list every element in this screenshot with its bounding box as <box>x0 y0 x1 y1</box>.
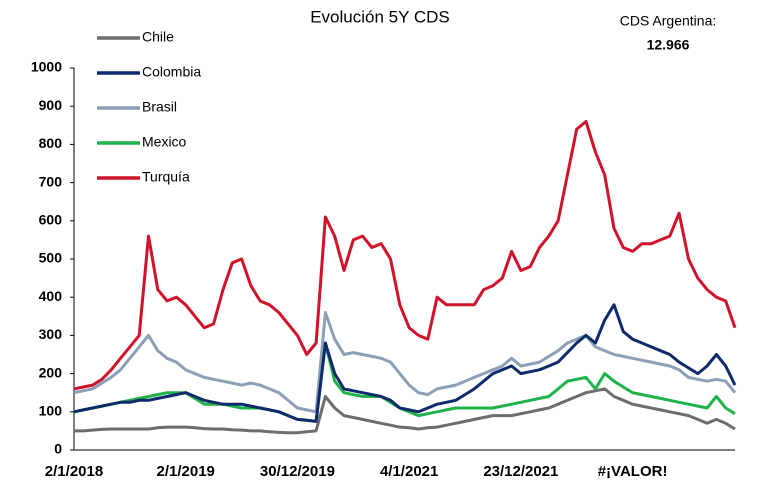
y-tick-label: 900 <box>39 97 63 113</box>
legend-label: Chile <box>142 29 174 45</box>
x-tick-label: 2/1/2018 <box>45 463 103 480</box>
y-tick-label: 300 <box>39 326 63 342</box>
y-tick-label: 200 <box>39 364 63 380</box>
x-tick-label: 30/12/2019 <box>260 463 335 480</box>
legend-label: Mexico <box>142 134 187 150</box>
y-tick-label: 1000 <box>31 59 62 75</box>
y-tick-label: 400 <box>39 288 63 304</box>
x-tick-label: 23/12/2021 <box>483 463 558 480</box>
y-tick-label: 0 <box>54 441 62 457</box>
y-tick-label: 600 <box>39 212 63 228</box>
series-line <box>73 311 737 414</box>
x-tick-label: 4/1/2021 <box>380 463 438 480</box>
x-tick-label: #¡VALOR! <box>598 463 668 480</box>
y-tick-label: 700 <box>39 173 63 189</box>
x-tick-label: 2/1/2019 <box>157 463 215 480</box>
y-tick-label: 800 <box>39 135 63 151</box>
series-line <box>73 120 737 391</box>
legend-label: Turquía <box>142 169 190 185</box>
y-tick-label: 500 <box>39 250 63 266</box>
series-line <box>73 303 737 423</box>
annotation: 12.966 <box>647 37 690 53</box>
y-tick-label: 100 <box>39 403 63 419</box>
series-line <box>74 387 736 435</box>
legend-label: Brasil <box>142 99 177 115</box>
chart-title: Evolución 5Y CDS <box>310 7 450 26</box>
legend-label: Colombia <box>142 64 201 80</box>
annotation: CDS Argentina: <box>620 13 717 29</box>
